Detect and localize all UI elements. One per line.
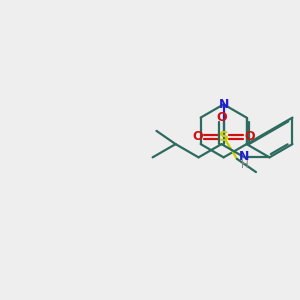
- Text: O: O: [192, 130, 203, 143]
- Text: H: H: [241, 160, 248, 170]
- Text: O: O: [216, 110, 227, 124]
- Text: O: O: [244, 130, 255, 143]
- Text: S: S: [219, 130, 229, 144]
- Text: N: N: [239, 150, 250, 163]
- Text: N: N: [218, 98, 229, 111]
